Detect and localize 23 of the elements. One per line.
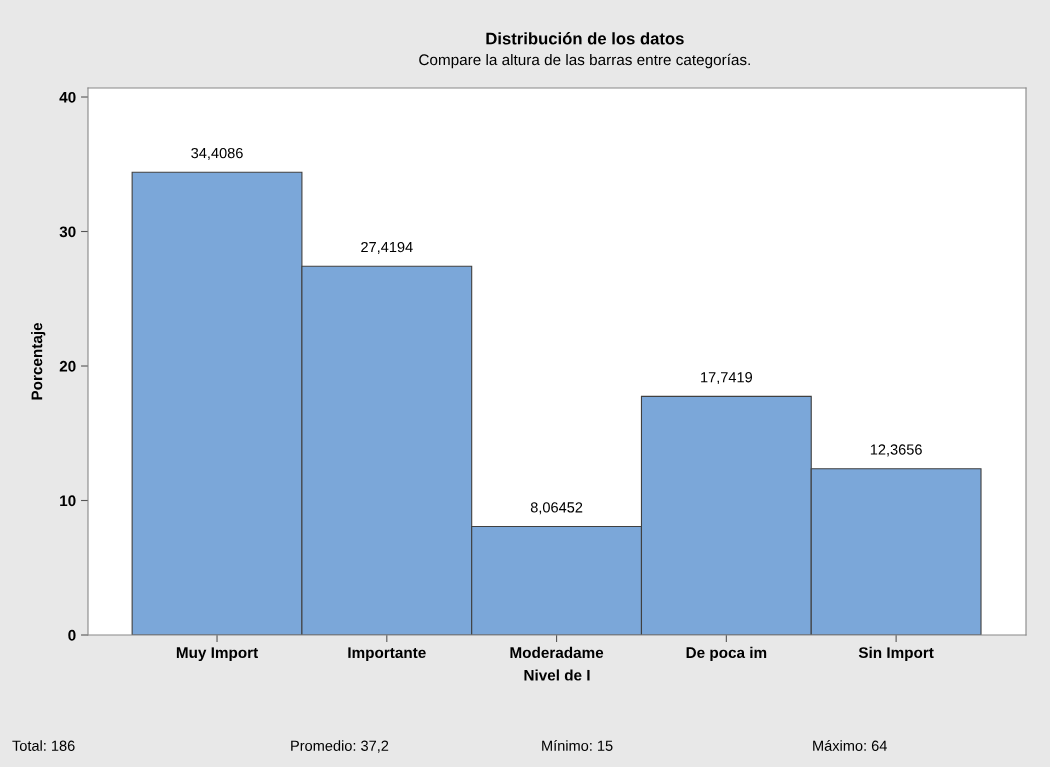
data-label: 34,4086: [191, 147, 243, 160]
y-tick-label: 40: [59, 91, 76, 103]
text: Máximo: 64: [813, 740, 887, 751]
y-tick-label: 0: [68, 629, 76, 641]
y-tick-label: 20: [59, 360, 76, 372]
y-tick-label: 30: [59, 226, 76, 238]
x-tick-label: Moderadame: [510, 646, 604, 659]
y-axis-title: Porcentaje: [31, 322, 46, 400]
x-tick-label: Importante: [348, 647, 426, 662]
text: Mínimo: 15: [542, 740, 613, 751]
data-label: 17,7419: [701, 372, 753, 385]
data-label: 12,3656: [870, 444, 922, 457]
text: Promedio: 37,2: [291, 740, 389, 753]
x-tick-label: Muy Import: [176, 647, 259, 662]
y-tick-label: 10: [60, 495, 76, 507]
x-tick-label: De poca im: [686, 646, 767, 662]
x-axis-title: Nivel de I: [524, 669, 590, 681]
chart-title: Distribución de los datos: [486, 32, 684, 45]
data-label: 8,06452: [530, 502, 583, 515]
data-label: 27,4194: [361, 241, 413, 254]
chart-subtitle: Compare la altura de las barras entre categorías.: [419, 53, 750, 69]
text: Total: 186: [12, 740, 75, 751]
x-tick-label: Sin Import: [858, 646, 934, 662]
